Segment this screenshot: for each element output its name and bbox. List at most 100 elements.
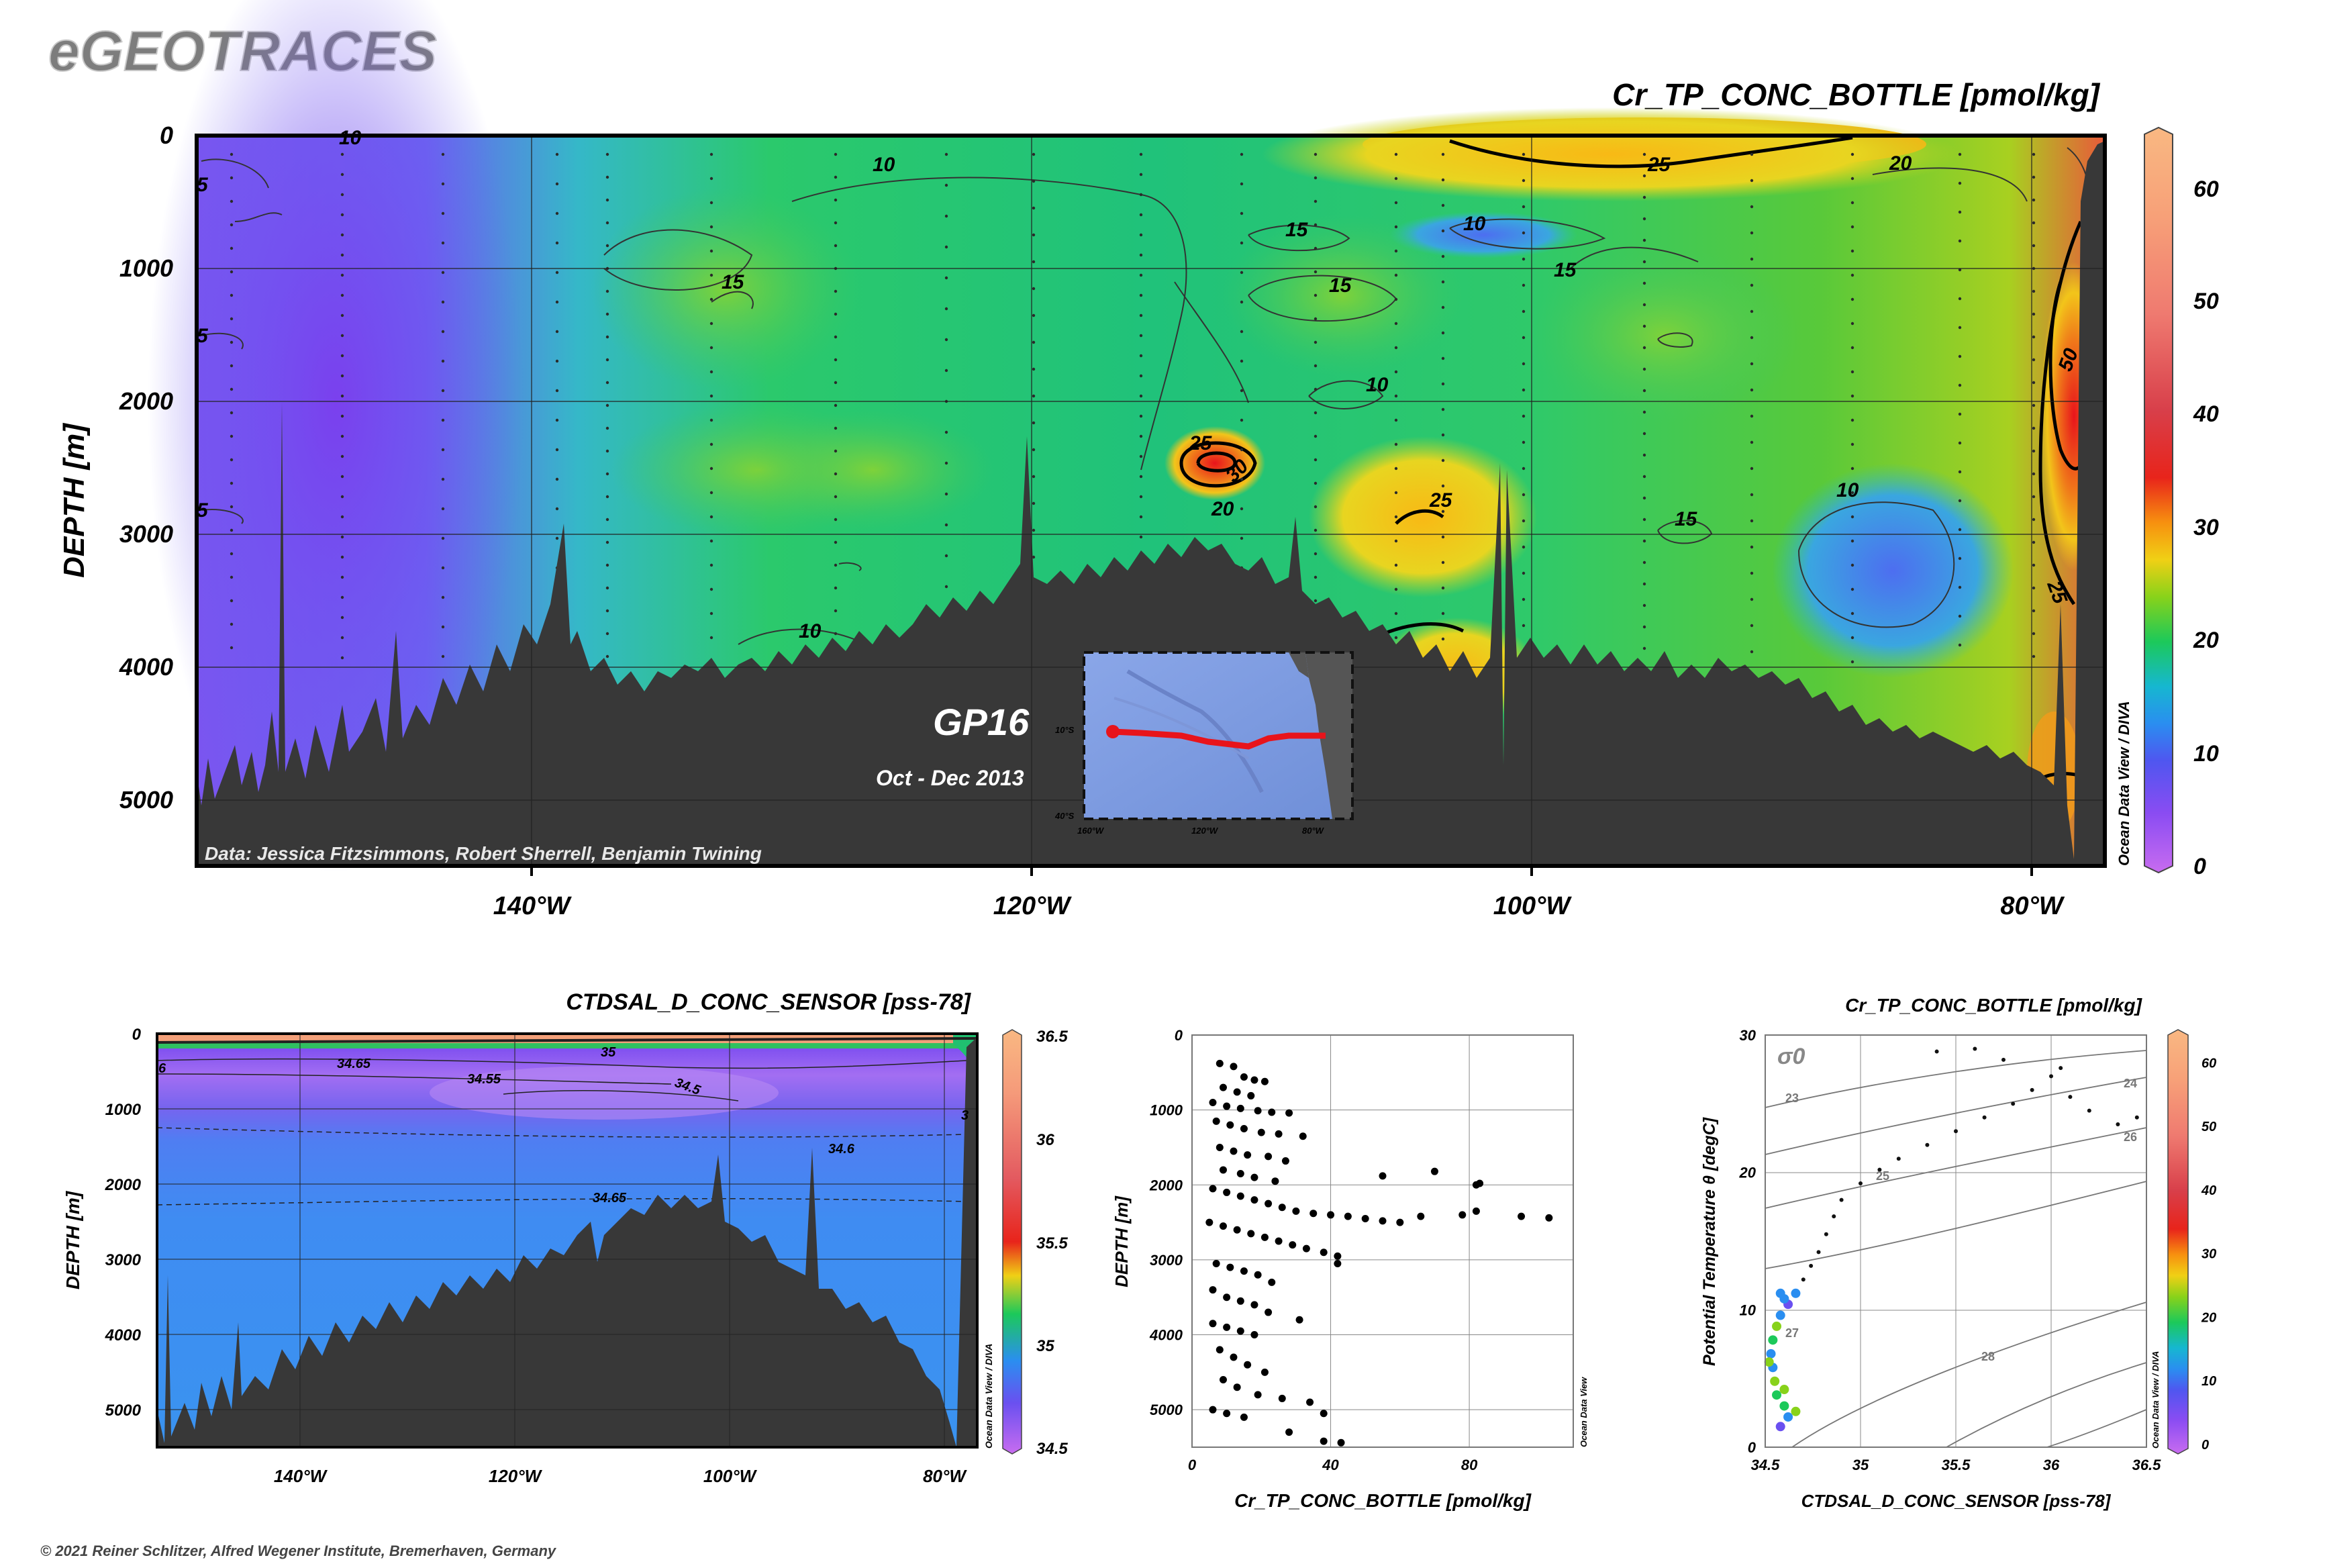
sample-dot (1139, 414, 1143, 418)
contour-label: 5 (197, 174, 209, 196)
depth-scatter-point (1260, 1233, 1269, 1241)
depth-scatter-point (1254, 1271, 1262, 1279)
sample-dot (441, 300, 445, 304)
sample-dot (340, 515, 344, 519)
contour-label: 15 (1329, 275, 1352, 297)
sample-dot (1240, 330, 1244, 334)
sample-dot (605, 449, 609, 453)
sample-dot (1522, 179, 1526, 183)
sample-dot (944, 585, 948, 589)
depth-scatter-y-tick: 1000 (1150, 1102, 1183, 1119)
sample-dot (1750, 519, 1754, 523)
ts-scatter-point (1791, 1406, 1801, 1416)
main-section-plot: Cr_TP_CONC_BOTTLE [pmol/kg] (58, 0, 2219, 920)
sample-dot (605, 540, 609, 544)
main-x-tick: 100°W (1493, 892, 1573, 920)
sample-dot (1314, 434, 1318, 438)
sample-dot (441, 595, 445, 599)
ts-colorbar-tick: 30 (2201, 1247, 2216, 1262)
sample-dot (605, 654, 609, 658)
depth-scatter-point (1518, 1212, 1526, 1220)
sample-dot (1314, 528, 1318, 532)
sample-dot (1522, 493, 1526, 497)
contour-label: 25 (1647, 154, 1671, 176)
sample-dot (1750, 624, 1754, 628)
sample-dot (605, 312, 609, 316)
sample-dot (834, 632, 838, 636)
depth-scatter-point (1254, 1107, 1262, 1115)
inset-map: 10°S 40°S 160°W 120°W 80°W (1054, 651, 1354, 836)
sample-dot (340, 595, 344, 599)
ts-scatter-point (1954, 1129, 1958, 1134)
sample-dot (1750, 650, 1754, 654)
sample-dot (1958, 326, 1962, 330)
sample-dot (230, 176, 234, 180)
sample-dot (340, 374, 344, 378)
depth-scatter-point (1379, 1172, 1387, 1180)
sample-dot (1441, 382, 1445, 386)
sample-dot (1394, 346, 1398, 350)
sample-dot (1240, 152, 1244, 156)
sample-dot (944, 338, 948, 342)
sample-dot (1958, 297, 1962, 301)
odv-credit: Ocean Data View / DIVA (2116, 701, 2132, 866)
sample-dot (555, 448, 559, 452)
sample-dot (1441, 280, 1445, 284)
main-colorbar-tick: 60 (2193, 177, 2219, 202)
sample-dot (605, 472, 609, 476)
sample-dot (2032, 403, 2036, 407)
sample-dot (1032, 528, 1036, 532)
sample-dot (1850, 370, 1854, 374)
sample-dot (1394, 322, 1398, 326)
sample-dot (1032, 340, 1036, 344)
sample-dot (340, 193, 344, 197)
depth-scatter-point (1223, 1410, 1231, 1418)
salinity-colorbar-tick: 36.5 (1036, 1028, 1068, 1046)
depth-scatter-point (1236, 1104, 1244, 1112)
ts-scatter-point (1824, 1232, 1828, 1236)
contour-label: 15 (1675, 508, 1698, 530)
sample-dot (1642, 560, 1646, 565)
ts-scatter-point (1764, 1357, 1774, 1367)
depth-scatter-point (1265, 1153, 1273, 1161)
salinity-odv-credit: Ocean Data View / DIVA (983, 1344, 994, 1449)
salinity-title: CTDSAL_D_CONC_SENSOR [pss-78] (566, 989, 971, 1015)
sample-dot (1522, 545, 1526, 549)
contour-label: 10 (1366, 374, 1389, 396)
depth-scatter-odv-credit: Ocean Data View (1579, 1377, 1589, 1447)
sample-dot (834, 244, 838, 248)
contour-label: 25 (1189, 432, 1213, 454)
sample-dot (340, 555, 344, 559)
sample-dot (709, 322, 713, 326)
sample-dot (1139, 434, 1143, 438)
sample-dot (1240, 271, 1244, 275)
sample-dot (1441, 611, 1445, 616)
sample-dot (1522, 283, 1526, 287)
sample-dot (1642, 389, 1646, 393)
sample-dot (1441, 331, 1445, 335)
depth-scatter-point (1212, 1259, 1220, 1267)
sample-dot (1750, 493, 1754, 497)
sample-dot (944, 183, 948, 187)
depth-scatter-point (1285, 1428, 1293, 1436)
sample-dot (555, 300, 559, 304)
sample-dot (1642, 260, 1646, 264)
depth-scatter-point (1327, 1211, 1335, 1219)
depth-scatter-point (1320, 1437, 1328, 1445)
main-section-title: Cr_TP_CONC_BOTTLE [pmol/kg] (1612, 77, 2101, 112)
sample-dot (1522, 467, 1526, 471)
ts-x-tick: 36 (2043, 1457, 2060, 1473)
sample-dot (1394, 563, 1398, 567)
inset-lon-label: 160°W (1077, 826, 1105, 836)
sample-dot (1850, 515, 1854, 519)
isopycnal-value: 27 (1785, 1326, 1799, 1340)
sample-dot (441, 389, 445, 393)
salinity-y-tick: 2000 (105, 1176, 142, 1194)
sample-dot (1032, 421, 1036, 425)
sample-dot (834, 175, 838, 179)
sample-dot (834, 221, 838, 225)
sample-dot (555, 477, 559, 481)
ts-scatter-point (1809, 1263, 1814, 1268)
sample-dot (1032, 394, 1036, 398)
sample-dot (230, 481, 234, 485)
